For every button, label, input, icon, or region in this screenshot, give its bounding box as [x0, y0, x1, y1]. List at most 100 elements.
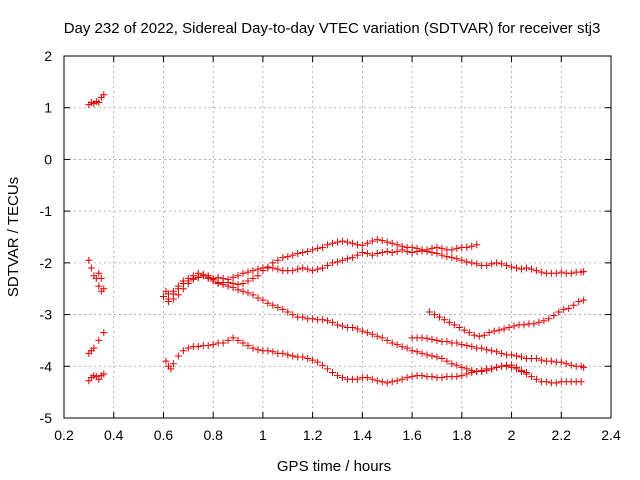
data-point [85, 256, 93, 264]
data-point [239, 280, 247, 288]
data-point [498, 260, 506, 268]
data-point [373, 250, 381, 258]
data-point [284, 253, 292, 261]
data-point [224, 282, 232, 290]
data-point [189, 275, 197, 283]
data-point [87, 264, 95, 272]
data-point [503, 261, 511, 269]
data-point [517, 353, 525, 361]
data-point [577, 378, 585, 386]
data-point [458, 256, 466, 264]
data-point [393, 341, 401, 349]
data-point [508, 263, 516, 271]
data-point [284, 351, 292, 359]
data-point [234, 272, 242, 280]
data-point [179, 277, 187, 285]
data-point [580, 363, 588, 371]
data-point [309, 246, 317, 254]
data-point [324, 261, 332, 269]
data-point [408, 373, 416, 381]
data-point [224, 336, 232, 344]
x-tick-label: 0.6 [154, 427, 174, 443]
data-point [209, 341, 217, 349]
data-point [393, 241, 401, 249]
data-point [468, 259, 476, 267]
data-point [450, 321, 458, 329]
data-point [269, 348, 277, 356]
data-point [580, 268, 588, 276]
data-point [219, 339, 227, 347]
data-point [363, 374, 371, 382]
data-point [309, 315, 317, 323]
data-point [289, 352, 297, 360]
data-point [338, 237, 346, 245]
data-point [468, 368, 476, 376]
data-point [393, 377, 401, 385]
data-point [254, 265, 262, 273]
series-track-2 [85, 256, 108, 295]
data-point [580, 296, 588, 304]
data-point [100, 91, 108, 99]
data-point [493, 363, 501, 371]
data-point [418, 334, 426, 342]
data-point [473, 367, 481, 375]
data-point [413, 247, 421, 255]
data-point [348, 324, 356, 331]
data-point [368, 237, 376, 245]
data-point [334, 238, 341, 246]
x-tick-labels: 0.2 0.4 0.6 0.8 1 1.2 1.4 1.6 1.8 2 2.2 2.4 [54, 427, 621, 443]
data-point [535, 318, 543, 326]
data-point [430, 311, 438, 319]
data-point [453, 244, 461, 252]
data-point [513, 264, 521, 272]
data-point [309, 267, 317, 275]
data-point [90, 344, 98, 352]
data-point [100, 285, 108, 293]
data-point [229, 273, 237, 281]
data-point [294, 265, 302, 273]
data-point [423, 334, 431, 342]
data-point [279, 305, 287, 313]
data-point [304, 247, 312, 255]
x-tick-label: 2.4 [601, 427, 621, 443]
data-point [547, 357, 555, 365]
x-tick-label: 2.2 [552, 427, 572, 443]
data-point [324, 241, 332, 249]
axis-ticks [63, 55, 612, 419]
x-tick-label: 0.8 [203, 427, 223, 443]
data-point [353, 241, 361, 249]
data-point [169, 360, 177, 368]
data-point [324, 317, 332, 325]
series-track-8 [162, 334, 530, 387]
data-point [95, 99, 103, 107]
x-tick-label: 0.4 [104, 427, 124, 443]
data-point [552, 269, 560, 277]
data-point [537, 268, 545, 276]
data-point [289, 311, 297, 319]
series-track-4 [85, 370, 108, 385]
data-point [279, 349, 287, 357]
data-point [383, 379, 391, 387]
data-point [527, 373, 535, 381]
data-point [249, 267, 257, 275]
series-track-9 [408, 334, 588, 371]
data-point [433, 353, 441, 361]
data-point [329, 259, 337, 267]
data-point [433, 336, 441, 344]
data-point [557, 358, 565, 366]
data-point [95, 336, 103, 344]
data-point [244, 289, 252, 297]
data-point [537, 356, 545, 364]
data-point [488, 347, 496, 355]
data-point [334, 258, 341, 266]
data-point [179, 347, 187, 355]
data-point [234, 336, 242, 344]
data-point [423, 247, 431, 255]
data-point [485, 329, 493, 337]
data-point [239, 269, 247, 277]
data-point [299, 249, 307, 257]
data-point [184, 280, 192, 288]
data-point [428, 352, 436, 360]
data-point [520, 321, 528, 329]
